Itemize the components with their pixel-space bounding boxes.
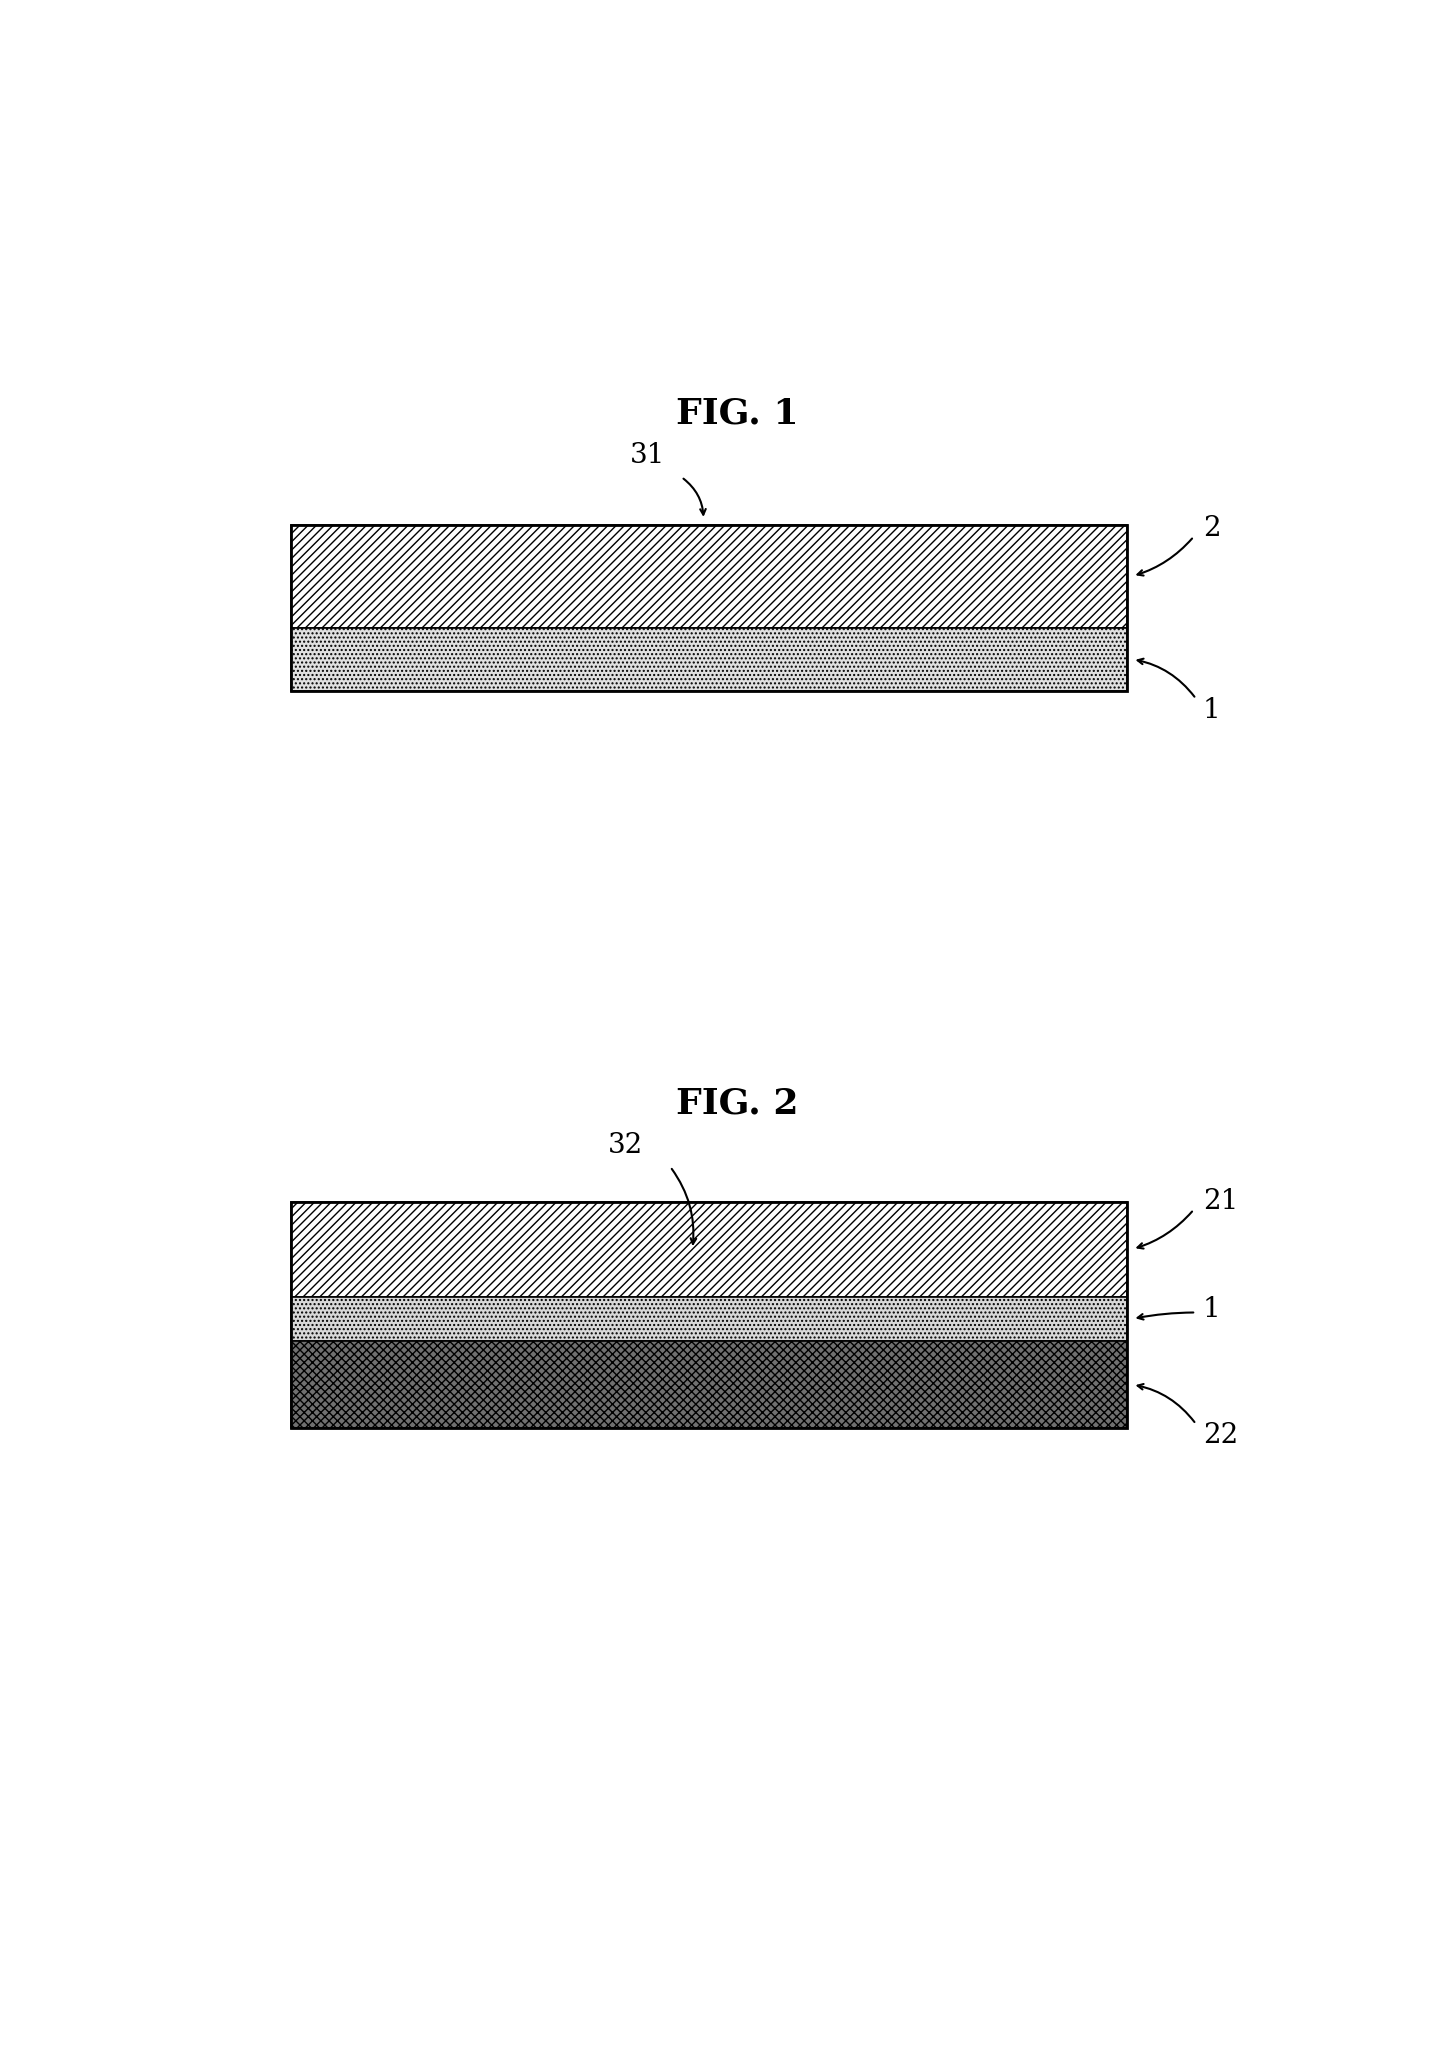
Text: 2: 2: [1202, 515, 1221, 542]
Text: 1: 1: [1202, 696, 1221, 723]
Bar: [290, 1340, 1127, 1429]
Text: 31: 31: [630, 443, 666, 469]
Text: FIG. 2: FIG. 2: [676, 1087, 798, 1120]
Bar: [290, 628, 1127, 692]
Text: 1: 1: [1202, 1295, 1221, 1322]
Bar: [290, 1202, 1127, 1297]
Bar: [290, 525, 1127, 628]
Text: 21: 21: [1202, 1188, 1238, 1215]
Text: FIG. 1: FIG. 1: [676, 397, 798, 430]
Text: 22: 22: [1202, 1423, 1238, 1450]
Bar: [290, 1202, 1127, 1429]
Bar: [290, 1297, 1127, 1340]
Text: 32: 32: [608, 1132, 643, 1159]
Bar: [290, 525, 1127, 692]
